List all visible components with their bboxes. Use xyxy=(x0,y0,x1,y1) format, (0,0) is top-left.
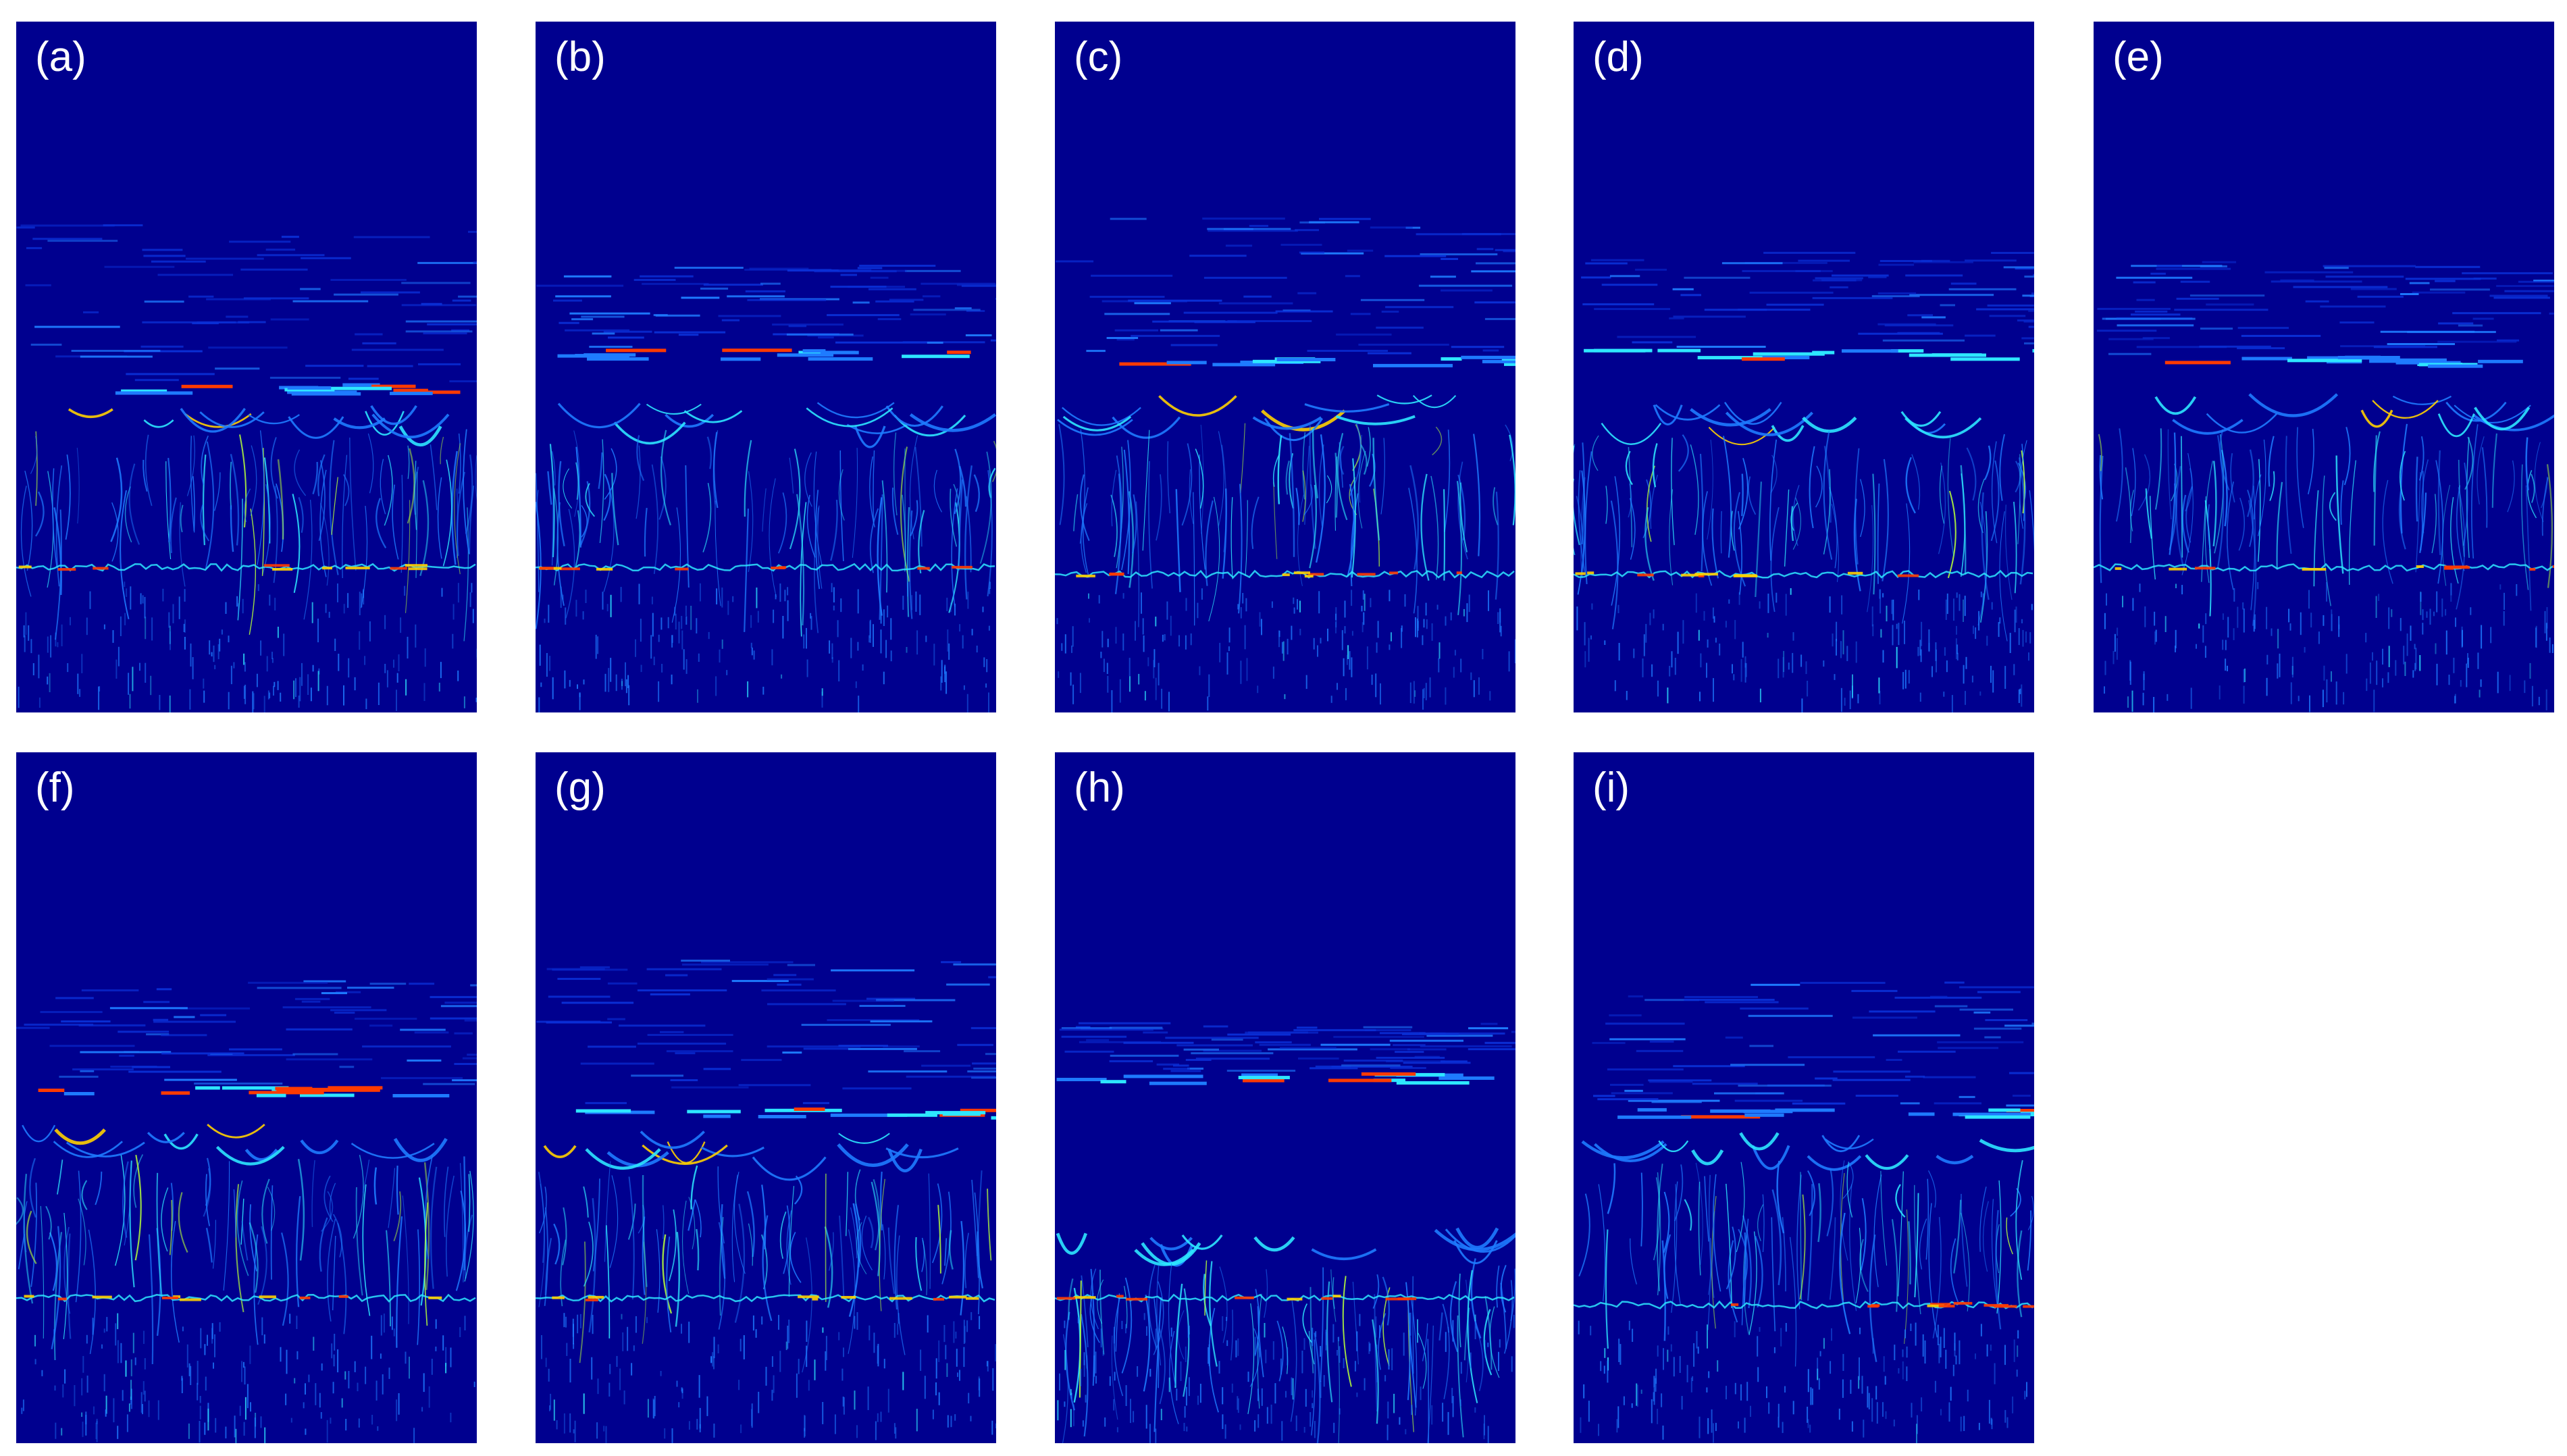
panel-label-g: (g) xyxy=(554,764,606,811)
panel-label-a: (a) xyxy=(35,34,86,80)
spectrogram-image-i xyxy=(1574,981,2034,1443)
spectrogram-image-a xyxy=(16,224,477,712)
panel-label-h: (h) xyxy=(1074,764,1125,811)
spectrogram-image-h xyxy=(1055,1022,1515,1443)
spectrogram-image-b xyxy=(536,265,996,712)
spectrogram-panel-h: (h) xyxy=(1055,752,1515,1443)
spectrogram-panel-f: (f) xyxy=(16,752,477,1443)
panel-label-f: (f) xyxy=(35,764,75,811)
panel-label-e: (e) xyxy=(2112,34,2164,80)
spectrogram-panel-a: (a) xyxy=(16,22,477,712)
spectrogram-image-f xyxy=(16,980,477,1443)
panel-label-i: (i) xyxy=(1592,764,1630,811)
spectrogram-panel-g: (g) xyxy=(536,752,996,1443)
spectrogram-panel-i: (i) xyxy=(1574,752,2034,1443)
spectrogram-image-c xyxy=(1055,217,1515,712)
spectrogram-panel-c: (c) xyxy=(1055,22,1515,712)
panel-label-b: (b) xyxy=(554,34,606,80)
panel-label-d: (d) xyxy=(1592,34,1644,80)
panel-label-c: (c) xyxy=(1074,34,1123,80)
spectrogram-panel-d: (d) xyxy=(1574,22,2034,712)
spectrogram-image-e xyxy=(2094,261,2554,712)
spectrogram-panel-b: (b) xyxy=(536,22,996,712)
spectrogram-image-g xyxy=(536,960,996,1443)
spectrogram-panel-e: (e) xyxy=(2094,22,2554,712)
spectrogram-image-d xyxy=(1574,251,2034,712)
